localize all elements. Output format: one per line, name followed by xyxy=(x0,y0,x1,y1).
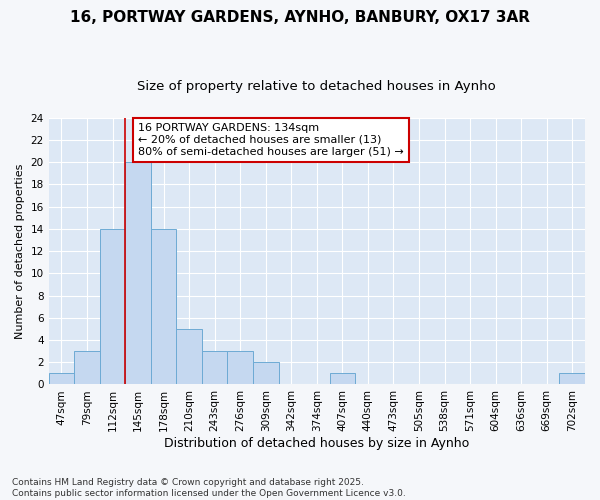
Bar xyxy=(74,351,100,384)
Bar xyxy=(100,229,125,384)
Bar xyxy=(202,351,227,384)
Text: 16, PORTWAY GARDENS, AYNHO, BANBURY, OX17 3AR: 16, PORTWAY GARDENS, AYNHO, BANBURY, OX1… xyxy=(70,10,530,25)
Bar xyxy=(329,374,355,384)
Bar xyxy=(49,374,74,384)
Bar xyxy=(176,329,202,384)
Bar xyxy=(227,351,253,384)
Y-axis label: Number of detached properties: Number of detached properties xyxy=(15,164,25,339)
Bar xyxy=(151,229,176,384)
Text: Contains HM Land Registry data © Crown copyright and database right 2025.
Contai: Contains HM Land Registry data © Crown c… xyxy=(12,478,406,498)
Title: Size of property relative to detached houses in Aynho: Size of property relative to detached ho… xyxy=(137,80,496,93)
Text: 16 PORTWAY GARDENS: 134sqm
← 20% of detached houses are smaller (13)
80% of semi: 16 PORTWAY GARDENS: 134sqm ← 20% of deta… xyxy=(138,124,404,156)
Bar xyxy=(253,362,278,384)
Bar xyxy=(125,162,151,384)
Bar xyxy=(559,374,585,384)
X-axis label: Distribution of detached houses by size in Aynho: Distribution of detached houses by size … xyxy=(164,437,469,450)
